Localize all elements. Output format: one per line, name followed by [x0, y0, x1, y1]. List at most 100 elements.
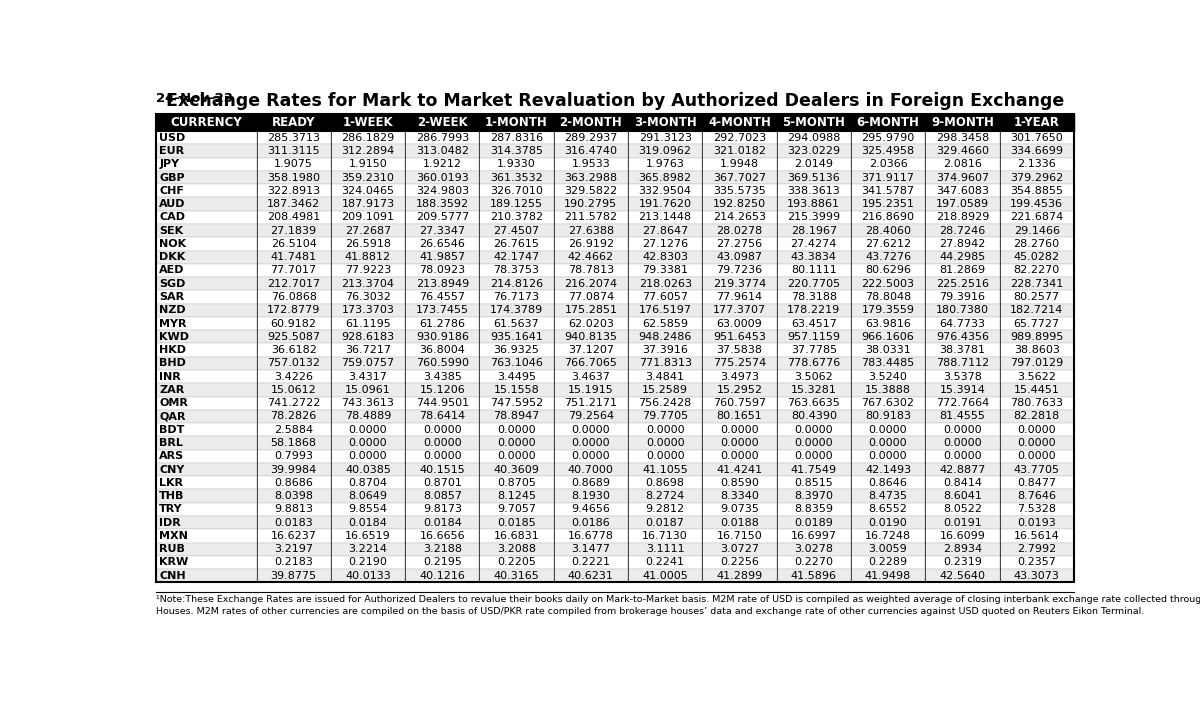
Bar — [1000, 277, 1074, 290]
Text: 0.0000: 0.0000 — [1018, 425, 1056, 435]
Bar — [776, 556, 851, 569]
Bar — [776, 569, 851, 582]
Bar — [851, 476, 925, 489]
Text: 1.9150: 1.9150 — [348, 159, 388, 169]
Bar — [480, 211, 553, 224]
Text: 930.9186: 930.9186 — [415, 332, 469, 342]
Text: 295.9790: 295.9790 — [862, 133, 914, 142]
Text: 9.4656: 9.4656 — [571, 505, 611, 515]
Text: 199.4536: 199.4536 — [1010, 199, 1063, 209]
Text: 289.2937: 289.2937 — [564, 133, 618, 142]
Bar — [406, 304, 480, 317]
Bar — [925, 569, 1000, 582]
Bar — [480, 264, 553, 277]
Bar — [331, 304, 406, 317]
Bar — [851, 184, 925, 198]
Bar — [480, 131, 553, 145]
Bar — [156, 145, 257, 158]
Bar — [776, 516, 851, 529]
Text: 292.7023: 292.7023 — [713, 133, 766, 142]
Text: 1.9212: 1.9212 — [422, 159, 462, 169]
Text: 760.7597: 760.7597 — [713, 398, 766, 408]
Text: 0.8705: 0.8705 — [497, 478, 536, 488]
Bar — [406, 290, 480, 304]
Bar — [331, 449, 406, 463]
Bar — [331, 516, 406, 529]
Bar — [480, 516, 553, 529]
Bar — [331, 158, 406, 171]
Text: 0.0000: 0.0000 — [794, 451, 833, 461]
Bar — [1000, 264, 1074, 277]
Bar — [156, 476, 257, 489]
Bar — [776, 357, 851, 370]
Text: 28.7246: 28.7246 — [940, 225, 985, 236]
Bar — [925, 357, 1000, 370]
Text: 1-MONTH: 1-MONTH — [485, 116, 548, 129]
Bar — [156, 542, 257, 556]
Bar — [406, 114, 480, 131]
Text: 759.0757: 759.0757 — [341, 358, 395, 369]
Text: 218.0263: 218.0263 — [638, 278, 691, 289]
Text: 0.0185: 0.0185 — [497, 518, 536, 528]
Text: 40.3609: 40.3609 — [493, 465, 540, 475]
Text: 3.0278: 3.0278 — [794, 545, 833, 554]
Text: 15.1206: 15.1206 — [419, 385, 466, 395]
Bar — [257, 304, 331, 317]
Bar — [851, 423, 925, 436]
Bar — [702, 251, 776, 264]
Bar — [925, 211, 1000, 224]
Text: 26.7615: 26.7615 — [493, 239, 540, 249]
Bar — [331, 410, 406, 423]
Bar — [553, 158, 628, 171]
Text: 361.3532: 361.3532 — [490, 172, 542, 182]
Bar — [851, 114, 925, 131]
Text: 338.3613: 338.3613 — [787, 186, 840, 196]
Text: 42.4662: 42.4662 — [568, 252, 614, 262]
Text: 41.7549: 41.7549 — [791, 465, 836, 475]
Text: 8.0398: 8.0398 — [274, 491, 313, 501]
Text: ¹Note:These Exchange Rates are issued for Authorized Dealers to revalue their bo: ¹Note:These Exchange Rates are issued fo… — [156, 595, 1200, 604]
Bar — [702, 383, 776, 396]
Bar — [1000, 383, 1074, 396]
Text: 371.9117: 371.9117 — [862, 172, 914, 182]
Text: 3.2214: 3.2214 — [348, 545, 388, 554]
Bar — [851, 449, 925, 463]
Bar — [628, 449, 702, 463]
Bar — [702, 211, 776, 224]
Bar — [925, 410, 1000, 423]
Text: SEK: SEK — [160, 225, 184, 236]
Text: 8.7646: 8.7646 — [1018, 491, 1056, 501]
Text: 16.6831: 16.6831 — [493, 531, 540, 541]
Text: 0.8515: 0.8515 — [794, 478, 833, 488]
Bar — [1000, 542, 1074, 556]
Text: 214.2653: 214.2653 — [713, 212, 766, 222]
Bar — [628, 237, 702, 251]
Bar — [331, 317, 406, 330]
Text: 28.0278: 28.0278 — [716, 225, 762, 236]
Text: 0.8414: 0.8414 — [943, 478, 982, 488]
Bar — [628, 370, 702, 383]
Text: 741.2722: 741.2722 — [266, 398, 320, 408]
Bar — [925, 463, 1000, 476]
Text: 16.6778: 16.6778 — [568, 531, 614, 541]
Bar — [702, 343, 776, 357]
Bar — [925, 317, 1000, 330]
Text: 43.0987: 43.0987 — [716, 252, 762, 262]
Text: JPY: JPY — [160, 159, 180, 169]
Text: 8.8359: 8.8359 — [794, 505, 833, 515]
Text: 763.6635: 763.6635 — [787, 398, 840, 408]
Text: 61.1195: 61.1195 — [346, 318, 391, 329]
Bar — [553, 343, 628, 357]
Text: 81.2869: 81.2869 — [940, 265, 985, 276]
Bar — [553, 171, 628, 184]
Text: 76.7173: 76.7173 — [493, 292, 540, 302]
Text: 0.0000: 0.0000 — [1018, 451, 1056, 461]
Text: 0.0000: 0.0000 — [1018, 438, 1056, 448]
Text: 0.2289: 0.2289 — [869, 558, 907, 568]
Bar — [1000, 436, 1074, 449]
Text: 24-Nov-23: 24-Nov-23 — [156, 92, 233, 105]
Text: 78.8048: 78.8048 — [865, 292, 911, 302]
Bar — [331, 251, 406, 264]
Bar — [702, 556, 776, 569]
Bar — [553, 542, 628, 556]
